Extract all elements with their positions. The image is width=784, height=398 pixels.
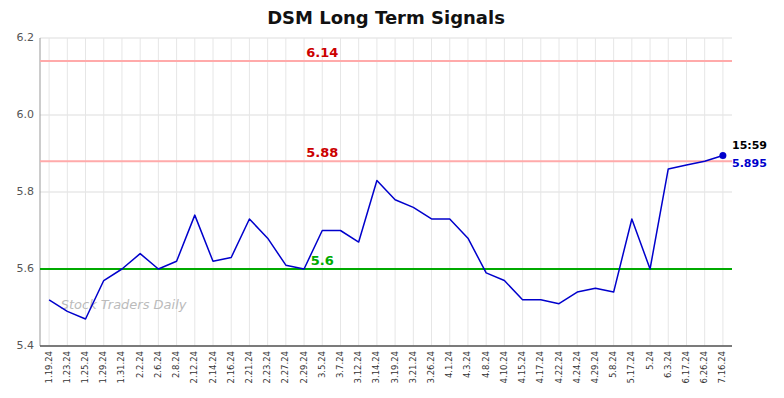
- grid-line: [340, 38, 341, 346]
- x-tick-label: 3.7.24: [335, 351, 345, 378]
- y-tick-label: 6.2: [17, 31, 35, 44]
- grid-line: [285, 38, 286, 346]
- reference-line-label: 6.14: [306, 45, 338, 60]
- x-tick-label: 4.15.24: [517, 351, 527, 383]
- grid-line: [40, 346, 732, 347]
- grid-line: [631, 38, 632, 346]
- grid-line: [231, 38, 232, 346]
- x-tick-label: 2.2.24: [135, 351, 145, 378]
- grid-line: [577, 38, 578, 346]
- x-tick-label: 4.3.24: [462, 351, 472, 378]
- grid-line: [704, 38, 705, 346]
- x-tick-label: 2.27.24: [280, 351, 290, 383]
- x-tick-label: 4.22.24: [554, 351, 564, 383]
- last-point: [719, 152, 726, 159]
- x-tick-label: 4.8.24: [481, 351, 491, 378]
- x-tick-label: 2.21.24: [244, 351, 254, 383]
- x-tick-label: 7.16.24: [717, 351, 727, 383]
- x-tick-label: 1.31.24: [116, 351, 126, 383]
- x-tick-label: 6.3.24: [663, 351, 673, 378]
- x-tick-label: 3.12.24: [353, 351, 363, 383]
- x-tick-label: 1.23.24: [62, 351, 72, 383]
- x-tick-label: 2.14.24: [208, 351, 218, 383]
- x-tick-label: 1.25.24: [80, 351, 90, 383]
- x-tick-label: 4.24.24: [572, 351, 582, 383]
- x-tick-label: 3.21.24: [408, 351, 418, 383]
- y-tick-label: 6.0: [17, 108, 35, 121]
- x-tick-label: 6.26.24: [699, 351, 709, 383]
- grid-line: [304, 38, 305, 346]
- watermark: Stock Traders Daily: [61, 297, 187, 312]
- x-axis: [40, 345, 732, 347]
- x-tick-label: 3.19.24: [390, 351, 400, 383]
- price-line: [49, 155, 723, 319]
- x-tick-label: 3.26.24: [426, 351, 436, 383]
- grid-line: [431, 38, 432, 346]
- grid-line: [267, 38, 268, 346]
- grid-line: [40, 192, 732, 193]
- x-tick-label: 2.29.24: [299, 351, 309, 383]
- x-tick-label: 1.19.24: [44, 351, 54, 383]
- x-tick-label: 4.29.24: [590, 351, 600, 383]
- grid-line: [376, 38, 377, 346]
- grid-line: [650, 38, 651, 346]
- reference-line: [40, 160, 732, 162]
- x-tick-label: 4.10.24: [499, 351, 509, 383]
- y-tick-label: 5.4: [17, 339, 35, 352]
- grid-line: [358, 38, 359, 346]
- annotation: 5.895: [732, 157, 767, 170]
- x-tick-label: 4.1.24: [444, 351, 454, 378]
- grid: [40, 38, 732, 346]
- y-tick-label: 5.8: [17, 185, 35, 198]
- x-tick-label: 5.17.24: [626, 351, 636, 383]
- grid-line: [413, 38, 414, 346]
- grid-line: [595, 38, 596, 346]
- grid-line: [486, 38, 487, 346]
- grid-line: [559, 38, 560, 346]
- reference-line: [40, 268, 732, 270]
- y-axis: [40, 38, 41, 346]
- x-tick-label: 3.14.24: [371, 351, 381, 383]
- x-tick-label: 1.29.24: [98, 351, 108, 383]
- x-tick-label: 4.17.24: [535, 351, 545, 383]
- grid-line: [395, 38, 396, 346]
- grid-line: [194, 38, 195, 346]
- grid-line: [686, 38, 687, 346]
- x-tick-label: 6.17.24: [681, 351, 691, 383]
- plot-area: [40, 61, 732, 319]
- grid-line: [40, 38, 732, 39]
- grid-line: [40, 269, 732, 270]
- chart: 5.4 5.6 5.8 6.0 6.2 1.19.24 1.23.24 1.25.24 1.29…: [0, 0, 784, 398]
- grid-line: [467, 38, 468, 346]
- annotation: 15:59: [732, 139, 767, 152]
- grid-line: [504, 38, 505, 346]
- grid-line: [613, 38, 614, 346]
- x-tick-label: 3.5.24: [317, 351, 327, 378]
- x-tick-label: 2.23.24: [262, 351, 272, 383]
- grid-line: [322, 38, 323, 346]
- reference-line: [40, 60, 732, 62]
- reference-line-label: 5.88: [306, 145, 338, 160]
- title: DSM Long Term Signals: [267, 7, 505, 28]
- grid-line: [722, 38, 723, 346]
- grid-line: [213, 38, 214, 346]
- y-tick-label: 5.6: [17, 262, 35, 275]
- x-tick-label: 5.24: [645, 351, 655, 370]
- x-tick-label: 2.12.24: [189, 351, 199, 383]
- grid-line: [668, 38, 669, 346]
- grid-line: [449, 38, 450, 346]
- x-tick-label: 2.8.24: [171, 351, 181, 378]
- reference-line-label: 5.6: [311, 253, 334, 268]
- x-tick-label: 2.16.24: [226, 351, 236, 383]
- x-tick-label: 2.6.24: [153, 351, 163, 378]
- grid-line: [249, 38, 250, 346]
- x-tick-label: 5.8.24: [608, 351, 618, 378]
- grid-line: [40, 115, 732, 116]
